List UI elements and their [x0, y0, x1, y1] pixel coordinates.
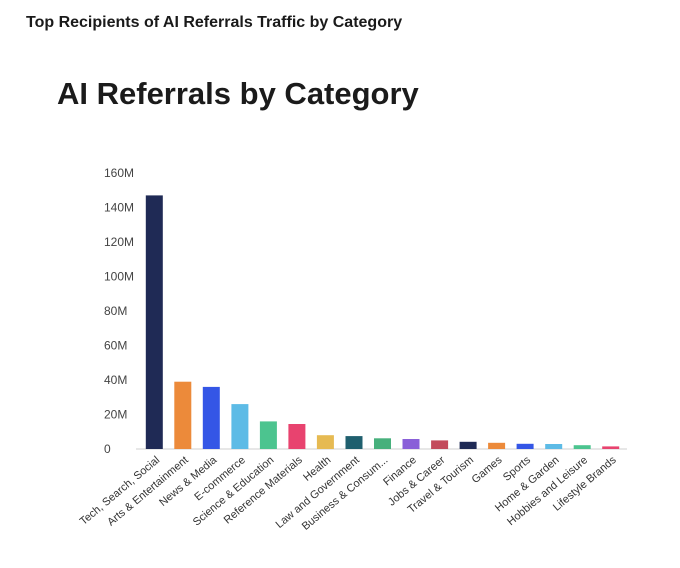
bar [602, 446, 620, 449]
header-title: Top Recipients of AI Referrals Traffic b… [26, 14, 403, 31]
bar [488, 442, 506, 449]
y-tick-label: 140M [104, 201, 134, 215]
bar [573, 445, 591, 449]
bar [231, 404, 249, 449]
bar [145, 195, 163, 449]
y-tick-label: 40M [104, 373, 127, 387]
bar [374, 438, 391, 449]
y-tick-label: 60M [104, 339, 127, 353]
bar [459, 441, 477, 449]
bar [259, 421, 277, 449]
y-tick-label: 100M [104, 270, 134, 284]
y-tick-label: 80M [104, 304, 127, 318]
y-tick-label: 0 [104, 442, 111, 456]
bar [516, 443, 534, 449]
bar [545, 444, 563, 449]
bar [402, 439, 420, 449]
chart-title: AI Referrals by Category [57, 76, 419, 111]
y-tick-label: 160M [104, 166, 134, 180]
bar [316, 435, 334, 449]
y-tick-label: 120M [104, 235, 134, 249]
x-category-label: Games [470, 454, 505, 486]
bar [202, 386, 220, 449]
bar [431, 440, 449, 449]
bar [288, 424, 306, 449]
bar [345, 436, 363, 449]
y-tick-label: 20M [104, 408, 127, 422]
bar [174, 381, 192, 449]
